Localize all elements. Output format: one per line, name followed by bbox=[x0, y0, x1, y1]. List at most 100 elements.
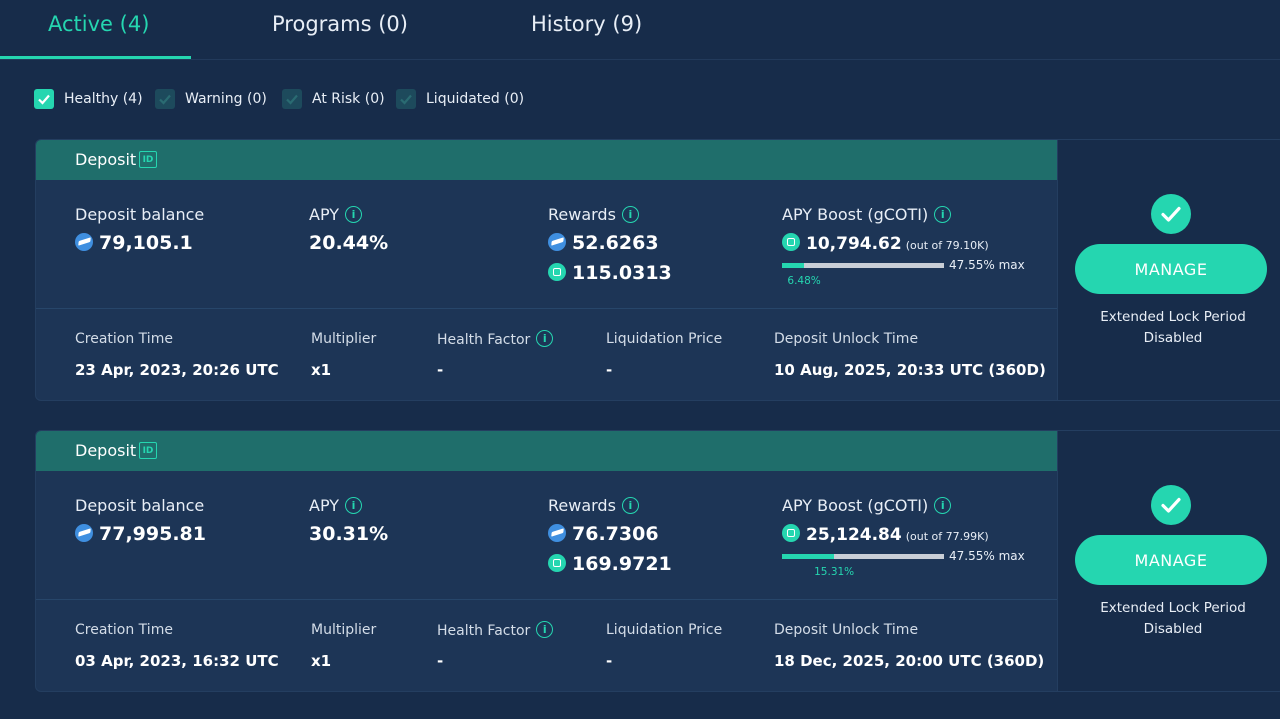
checkbox-unchecked-icon[interactable] bbox=[396, 89, 416, 109]
creation-time-label: Creation Time bbox=[75, 622, 173, 638]
creation-time-label: Creation Time bbox=[75, 331, 173, 347]
tab-active[interactable]: Active (4) bbox=[48, 12, 150, 36]
apy-label: APY i bbox=[309, 205, 363, 224]
boost-amount: 25,124.84 bbox=[806, 525, 902, 545]
gcoti-token-icon bbox=[548, 554, 566, 572]
apy-boost-label-text: APY Boost (gCOTI) bbox=[782, 496, 929, 515]
info-icon[interactable]: i bbox=[934, 497, 952, 514]
unlock-time-label: Deposit Unlock Time bbox=[774, 622, 919, 638]
health-factor-label-text: Health Factor bbox=[437, 332, 531, 348]
multiplier-label: Multiplier bbox=[311, 622, 377, 638]
card-header: Deposit ID bbox=[36, 140, 1057, 180]
manage-button[interactable]: MANAGE bbox=[1075, 535, 1267, 585]
boost-out-of: (out of 77.99K) bbox=[905, 530, 989, 543]
multiplier-label: Multiplier bbox=[311, 331, 377, 347]
liquidation-price-value: - bbox=[606, 652, 613, 670]
deposit-balance-value: 77,995.81 bbox=[75, 523, 206, 545]
boost-out-of: (out of 79.10K) bbox=[905, 239, 989, 252]
gcoti-token-icon bbox=[548, 263, 566, 281]
coti-token-icon bbox=[75, 524, 93, 542]
healthy-check-icon bbox=[1151, 485, 1191, 525]
unlock-time-value: 10 Aug, 2025, 20:33 UTC (360D) bbox=[774, 361, 1046, 379]
reward-gcoti: 115.0313 bbox=[548, 262, 672, 284]
boost-progress-fill bbox=[782, 263, 805, 268]
card-actions: MANAGE Extended Lock Period Disabled bbox=[1057, 431, 1280, 691]
info-icon[interactable]: i bbox=[345, 497, 363, 514]
filter-at-risk[interactable]: At Risk (0) bbox=[282, 89, 385, 109]
rewards-label: Rewards i bbox=[548, 205, 639, 224]
rewards-label: Rewards i bbox=[548, 496, 639, 515]
health-factor-value: - bbox=[437, 361, 444, 379]
rewards-label-text: Rewards bbox=[548, 496, 616, 515]
card-divider bbox=[36, 599, 1057, 600]
filter-label: Warning (0) bbox=[185, 91, 267, 107]
apy-boost-label: APY Boost (gCOTI) i bbox=[782, 496, 952, 515]
id-icon[interactable]: ID bbox=[139, 442, 157, 459]
coti-token-icon bbox=[548, 524, 566, 542]
tab-history[interactable]: History (9) bbox=[531, 12, 643, 36]
boost-percent: 15.31% bbox=[814, 566, 855, 578]
health-factor-label-text: Health Factor bbox=[437, 623, 531, 639]
reward-coti: 76.7306 bbox=[548, 523, 659, 545]
boost-progress-fill bbox=[782, 554, 835, 559]
card-divider bbox=[36, 308, 1057, 309]
boost-progress-bar bbox=[782, 263, 944, 268]
creation-time-value: 23 Apr, 2023, 20:26 UTC bbox=[75, 361, 279, 379]
reward-gcoti: 169.9721 bbox=[548, 553, 672, 575]
unlock-time-label: Deposit Unlock Time bbox=[774, 331, 919, 347]
info-icon[interactable]: i bbox=[536, 330, 554, 347]
unlock-time-value: 18 Dec, 2025, 20:00 UTC (360D) bbox=[774, 652, 1045, 670]
lock-period-status: Extended Lock Period Disabled bbox=[1100, 600, 1246, 637]
deposit-balance-label: Deposit balance bbox=[75, 205, 205, 224]
checkbox-unchecked-icon[interactable] bbox=[155, 89, 175, 109]
boost-max: 47.55% max bbox=[949, 549, 1025, 563]
apy-value: 30.31% bbox=[309, 523, 389, 545]
card-title: Deposit bbox=[75, 150, 137, 169]
deposit-card: Deposit ID Deposit balance 77,995.81 APY… bbox=[35, 430, 1280, 692]
multiplier-value: x1 bbox=[311, 652, 332, 670]
tab-programs[interactable]: Programs (0) bbox=[272, 12, 408, 36]
boost-max: 47.55% max bbox=[949, 258, 1025, 272]
filter-label: At Risk (0) bbox=[312, 91, 385, 107]
gcoti-token-icon bbox=[782, 233, 800, 251]
filter-healthy[interactable]: Healthy (4) bbox=[34, 89, 143, 109]
info-icon[interactable]: i bbox=[621, 206, 639, 223]
card-actions: MANAGE Extended Lock Period Disabled bbox=[1057, 140, 1280, 400]
boost-progress-bar bbox=[782, 554, 944, 559]
id-icon[interactable]: ID bbox=[139, 151, 157, 168]
liquidation-price-label: Liquidation Price bbox=[606, 622, 723, 638]
creation-time-value: 03 Apr, 2023, 16:32 UTC bbox=[75, 652, 279, 670]
apy-boost-value: 10,794.62 (out of 79.10K) bbox=[782, 233, 989, 254]
tab-bar: Active (4) Programs (0) History (9) bbox=[0, 0, 1280, 60]
apy-label-text: APY bbox=[309, 205, 340, 224]
apy-boost-label-text: APY Boost (gCOTI) bbox=[782, 205, 929, 224]
manage-button[interactable]: MANAGE bbox=[1075, 244, 1267, 294]
card-title: Deposit bbox=[75, 441, 137, 460]
boost-percent: 6.48% bbox=[787, 275, 821, 287]
checkbox-unchecked-icon[interactable] bbox=[282, 89, 302, 109]
filter-label: Liquidated (0) bbox=[426, 91, 525, 107]
health-factor-label: Health Factor i bbox=[437, 330, 554, 348]
active-tab-indicator bbox=[0, 56, 191, 59]
reward-coti-amount: 76.7306 bbox=[572, 523, 659, 545]
balance-amount: 77,995.81 bbox=[99, 523, 206, 545]
card-header: Deposit ID bbox=[36, 431, 1057, 471]
reward-gcoti-amount: 169.9721 bbox=[572, 553, 672, 575]
health-factor-label: Health Factor i bbox=[437, 621, 554, 639]
deposit-balance-value: 79,105.1 bbox=[75, 232, 193, 254]
coti-token-icon bbox=[548, 233, 566, 251]
info-icon[interactable]: i bbox=[934, 206, 952, 223]
rewards-label-text: Rewards bbox=[548, 205, 616, 224]
apy-label: APY i bbox=[309, 496, 363, 515]
reward-coti: 52.6263 bbox=[548, 232, 659, 254]
filter-warning[interactable]: Warning (0) bbox=[155, 89, 267, 109]
info-icon[interactable]: i bbox=[345, 206, 363, 223]
lock-period-status: Extended Lock Period Disabled bbox=[1100, 309, 1246, 346]
multiplier-value: x1 bbox=[311, 361, 332, 379]
filter-liquidated[interactable]: Liquidated (0) bbox=[396, 89, 524, 109]
checkbox-checked-icon[interactable] bbox=[34, 89, 54, 109]
deposit-card: Deposit ID Deposit balance 79,105.1 APY i… bbox=[35, 139, 1280, 401]
gcoti-token-icon bbox=[782, 524, 800, 542]
info-icon[interactable]: i bbox=[621, 497, 639, 514]
info-icon[interactable]: i bbox=[536, 621, 554, 638]
